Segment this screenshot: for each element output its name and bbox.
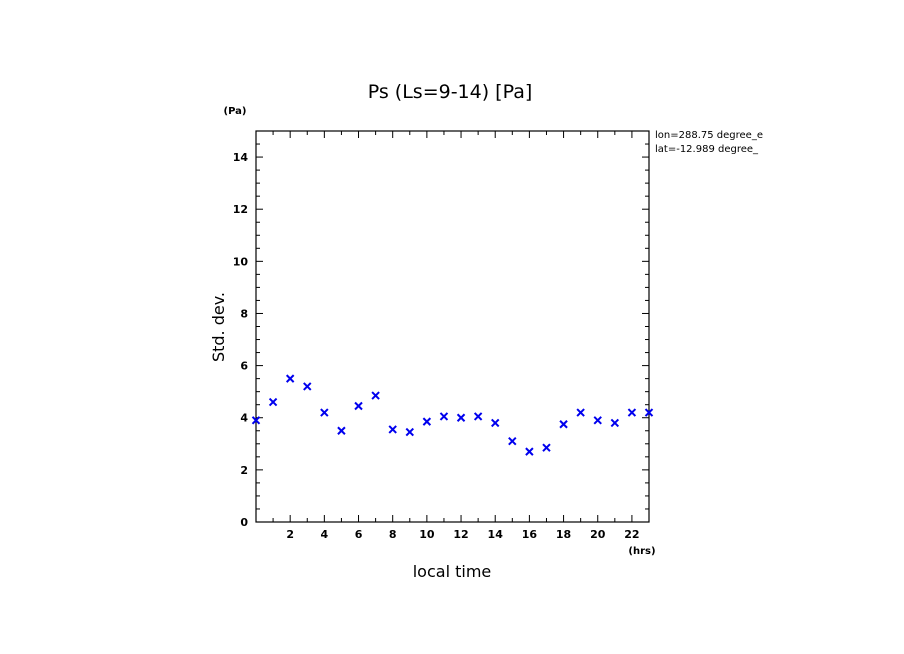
data-point (542, 443, 551, 452)
chart-title: Ps (Ls=9-14) [Pa] (368, 81, 533, 103)
data-point (285, 374, 295, 383)
data-point (337, 426, 346, 435)
data-point (439, 412, 449, 421)
x-tick-label: 14 (488, 528, 504, 541)
data-point (508, 436, 517, 446)
data-point (405, 427, 414, 437)
plot-frame (255, 130, 650, 523)
data-point (610, 418, 620, 428)
data-point (268, 397, 278, 407)
data-point (456, 413, 466, 422)
x-tick-label: 8 (389, 528, 397, 541)
data-point (491, 418, 500, 428)
data-point (627, 408, 637, 417)
y-tick-label: 8 (240, 307, 248, 320)
y-tick-label: 10 (233, 255, 249, 268)
data-point (388, 425, 397, 434)
x-axis-unit: (hrs) (628, 546, 655, 557)
y-axis-unit: (Pa) (224, 106, 247, 117)
data-point (320, 408, 329, 417)
x-tick-label: 6 (355, 528, 363, 541)
x-tick-label: 10 (419, 528, 435, 541)
data-point (251, 416, 261, 425)
data-point (303, 382, 312, 391)
x-tick-label: 22 (624, 528, 639, 541)
data-point (422, 417, 432, 426)
x-tick-label: 4 (321, 528, 329, 541)
data-point (576, 408, 585, 417)
data-point (525, 447, 534, 456)
x-tick-label: 18 (556, 528, 571, 541)
x-tick-label: 12 (453, 528, 468, 541)
y-tick-label: 14 (233, 151, 249, 164)
axis-ticks (255, 130, 650, 523)
annotation-lat: lat=-12.989 degree_ (655, 144, 759, 155)
data-point (593, 416, 602, 425)
y-tick-label: 6 (240, 360, 248, 373)
annotation-lon: lon=288.75 degree_e (655, 130, 763, 141)
y-tick-label: 12 (233, 203, 248, 216)
y-tick-label: 2 (240, 464, 248, 477)
data-points (251, 374, 654, 456)
y-tick-label: 0 (240, 516, 248, 529)
data-point (644, 408, 654, 417)
data-point (354, 401, 363, 411)
x-tick-label: 2 (286, 528, 294, 541)
x-tick-label: 20 (590, 528, 606, 541)
y-axis-label: Std. dev. (209, 292, 228, 362)
axis-tick-labels: 2 4 6 8 10 12 14 16 18 20 22 0 2 4 6 8 10 12 14 (233, 151, 640, 541)
y-tick-label: 4 (240, 412, 248, 425)
data-point (473, 412, 483, 421)
data-point (371, 391, 380, 400)
x-axis-label: local time (413, 562, 492, 581)
data-point (559, 420, 568, 429)
x-tick-label: 16 (522, 528, 538, 541)
